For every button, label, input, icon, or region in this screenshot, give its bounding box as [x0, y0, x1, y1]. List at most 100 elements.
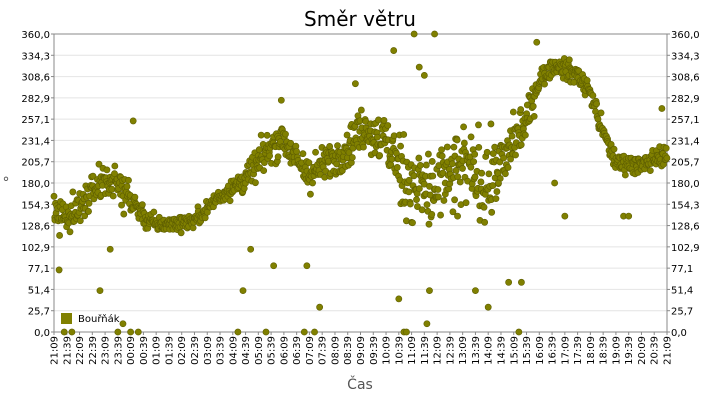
y-tick-label-right: 51,4 — [671, 285, 693, 296]
data-point — [263, 131, 271, 139]
x-tick-label: 17:09 — [560, 336, 571, 365]
data-point — [533, 38, 541, 46]
x-tick-label: 14:39 — [496, 336, 507, 365]
data-point — [403, 328, 410, 336]
data-point — [252, 179, 259, 187]
data-point — [437, 211, 444, 219]
data-point — [299, 150, 307, 158]
x-tick-label: 10:39 — [394, 336, 405, 365]
data-point — [257, 131, 265, 139]
data-point — [529, 102, 537, 110]
data-point — [106, 245, 114, 253]
data-point — [621, 171, 629, 179]
data-point — [201, 214, 209, 222]
data-point — [475, 121, 482, 129]
x-tick-label: 12:09 — [433, 336, 444, 365]
data-point — [467, 133, 475, 141]
data-point — [443, 143, 451, 151]
data-point — [646, 167, 654, 175]
data-point — [376, 152, 384, 159]
data-point — [434, 186, 442, 193]
data-point — [409, 219, 416, 227]
y-tick-label-right: 25,7 — [671, 307, 693, 318]
x-tick-label: 06:39 — [292, 336, 303, 365]
x-tick-label: 15:09 — [509, 336, 520, 365]
data-point — [662, 144, 670, 152]
data-point — [492, 195, 500, 203]
y-tick-label-left: 25,7 — [28, 307, 50, 318]
x-tick-label: 13:39 — [471, 336, 482, 365]
data-point — [420, 71, 428, 79]
data-point — [111, 162, 119, 170]
x-tick-label: 04:39 — [241, 336, 252, 365]
data-point — [55, 266, 63, 274]
data-point — [384, 122, 392, 129]
y-tick-label-right: 308,6 — [671, 73, 700, 84]
y-axis-label: ° — [3, 175, 10, 191]
data-point — [293, 148, 300, 155]
x-tick-label: 11:09 — [407, 336, 418, 365]
data-point — [410, 30, 418, 38]
data-point — [405, 188, 413, 196]
x-tick-label: 01:09 — [152, 336, 163, 365]
x-tick-label: 20:09 — [637, 336, 648, 365]
x-tick-label: 01:39 — [164, 336, 175, 365]
x-axis-label: Čas — [347, 375, 373, 393]
data-point — [449, 208, 457, 216]
data-point — [491, 143, 499, 151]
data-point — [343, 131, 351, 139]
data-point — [390, 47, 398, 54]
x-tick-label: 18:09 — [586, 336, 597, 365]
data-point — [60, 328, 68, 336]
y-axis-left: 0,0 25,7 51,4 77,1 102,9 128,6 154,3 180,0 205,7… — [21, 30, 54, 339]
data-point — [450, 143, 458, 151]
data-point — [440, 197, 448, 204]
data-point — [593, 100, 601, 108]
y-tick-label-left: 360,0 — [21, 30, 50, 41]
data-point — [663, 154, 671, 162]
data-point — [504, 164, 512, 171]
data-point — [428, 158, 436, 165]
data-point — [429, 172, 437, 180]
data-point — [425, 150, 432, 158]
y-tick-label-left: 205,7 — [21, 158, 50, 169]
data-point — [50, 192, 58, 200]
legend-label-bournak: Bouřňák — [78, 313, 120, 325]
data-point — [226, 197, 234, 205]
x-tick-label: 02:09 — [177, 336, 188, 365]
data-point — [471, 150, 479, 158]
data-point — [89, 172, 97, 180]
data-point — [393, 164, 401, 171]
data-point — [312, 148, 319, 156]
data-point — [467, 163, 475, 171]
x-tick-label: 13:09 — [458, 336, 469, 365]
data-point — [305, 159, 313, 167]
y-tick-label-left: 77,1 — [28, 264, 50, 275]
data-point — [69, 188, 77, 196]
data-point — [95, 160, 103, 168]
data-point — [274, 153, 282, 161]
y-tick-label-right: 102,9 — [671, 243, 700, 254]
data-point — [517, 106, 525, 113]
data-point — [589, 92, 597, 99]
data-point — [56, 232, 63, 239]
data-point — [277, 96, 285, 104]
data-point — [270, 262, 278, 270]
data-point — [610, 145, 618, 153]
data-point — [470, 158, 478, 166]
data-point — [348, 154, 356, 161]
x-tick-label: 12:39 — [445, 336, 456, 365]
data-point — [76, 217, 84, 225]
data-point — [462, 199, 470, 207]
data-point — [515, 328, 523, 336]
x-tick-label: 21:09 — [50, 336, 61, 365]
data-point — [406, 200, 414, 208]
data-point — [125, 176, 132, 184]
x-tick-label: 22:09 — [75, 336, 86, 365]
data-point — [111, 170, 118, 178]
data-point — [483, 148, 491, 156]
y-tick-label-left: 257,1 — [21, 115, 50, 126]
data-point — [456, 178, 464, 186]
data-point — [459, 165, 466, 172]
data-point — [509, 108, 517, 116]
